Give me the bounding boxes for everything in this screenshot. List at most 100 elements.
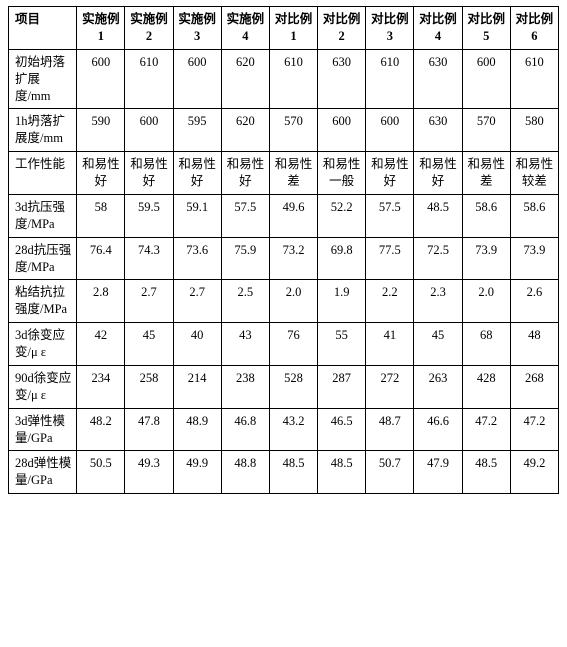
cell: 73.9	[462, 237, 510, 280]
cell: 595	[173, 109, 221, 152]
cell: 2.3	[414, 280, 462, 323]
cell: 600	[318, 109, 366, 152]
table-row: 28d弹性模量/GPa50.549.349.948.848.548.550.74…	[9, 451, 559, 494]
cell: 72.5	[414, 237, 462, 280]
cell: 600	[77, 49, 125, 109]
cell: 2.7	[173, 280, 221, 323]
cell: 49.6	[269, 194, 317, 237]
cell: 48.5	[414, 194, 462, 237]
cell: 263	[414, 365, 462, 408]
table-row: 1h坍落扩展度/mm590600595620570600600630570580	[9, 109, 559, 152]
cell: 50.5	[77, 451, 125, 494]
cell: 45	[414, 323, 462, 366]
cell: 69.8	[318, 237, 366, 280]
cell: 2.7	[125, 280, 173, 323]
col-duibi-2: 对比例2	[318, 7, 366, 50]
cell: 59.1	[173, 194, 221, 237]
row-label: 初始坍落扩展度/mm	[9, 49, 77, 109]
cell: 48.2	[77, 408, 125, 451]
cell: 和易性差	[269, 152, 317, 195]
col-shishi-4: 实施例4	[221, 7, 269, 50]
cell: 2.0	[269, 280, 317, 323]
table-header-row: 项目 实施例1 实施例2 实施例3 实施例4 对比例1 对比例2 对比例3 对比…	[9, 7, 559, 50]
cell: 268	[510, 365, 558, 408]
cell: 49.9	[173, 451, 221, 494]
cell: 428	[462, 365, 510, 408]
col-duibi-5: 对比例5	[462, 7, 510, 50]
row-label: 90d徐变应变/μ ε	[9, 365, 77, 408]
table-row: 3d徐变应变/μ ε42454043765541456848	[9, 323, 559, 366]
data-table: 项目 实施例1 实施例2 实施例3 实施例4 对比例1 对比例2 对比例3 对比…	[8, 6, 559, 494]
cell: 76	[269, 323, 317, 366]
cell: 73.9	[510, 237, 558, 280]
cell: 238	[221, 365, 269, 408]
cell: 77.5	[366, 237, 414, 280]
cell: 42	[77, 323, 125, 366]
cell: 48.9	[173, 408, 221, 451]
cell: 48.5	[269, 451, 317, 494]
col-duibi-1: 对比例1	[269, 7, 317, 50]
cell: 48.5	[462, 451, 510, 494]
cell: 和易性好	[414, 152, 462, 195]
cell: 2.0	[462, 280, 510, 323]
cell: 55	[318, 323, 366, 366]
row-label: 3d弹性模量/GPa	[9, 408, 77, 451]
col-shishi-1: 实施例1	[77, 7, 125, 50]
cell: 610	[366, 49, 414, 109]
cell: 214	[173, 365, 221, 408]
cell: 48.7	[366, 408, 414, 451]
row-label: 3d徐变应变/μ ε	[9, 323, 77, 366]
cell: 和易性一般	[318, 152, 366, 195]
cell: 600	[462, 49, 510, 109]
cell: 272	[366, 365, 414, 408]
cell: 630	[414, 109, 462, 152]
cell: 68	[462, 323, 510, 366]
cell: 和易性差	[462, 152, 510, 195]
cell: 610	[269, 49, 317, 109]
cell: 49.2	[510, 451, 558, 494]
table-row: 90d徐变应变/μ ε23425821423852828727226342826…	[9, 365, 559, 408]
cell: 75.9	[221, 237, 269, 280]
cell: 48	[510, 323, 558, 366]
cell: 46.6	[414, 408, 462, 451]
cell: 1.9	[318, 280, 366, 323]
col-duibi-3: 对比例3	[366, 7, 414, 50]
cell: 620	[221, 49, 269, 109]
cell: 49.3	[125, 451, 173, 494]
cell: 43	[221, 323, 269, 366]
cell: 46.5	[318, 408, 366, 451]
table-row: 粘结抗拉强度/MPa2.82.72.72.52.01.92.22.32.02.6	[9, 280, 559, 323]
cell: 610	[125, 49, 173, 109]
cell: 2.5	[221, 280, 269, 323]
cell: 600	[366, 109, 414, 152]
cell: 74.3	[125, 237, 173, 280]
cell: 2.8	[77, 280, 125, 323]
col-project: 项目	[9, 7, 77, 50]
cell: 47.2	[462, 408, 510, 451]
row-label: 工作性能	[9, 152, 77, 195]
cell: 46.8	[221, 408, 269, 451]
cell: 和易性好	[221, 152, 269, 195]
table-row: 工作性能和易性好和易性好和易性好和易性好和易性差和易性一般和易性好和易性好和易性…	[9, 152, 559, 195]
cell: 620	[221, 109, 269, 152]
cell: 580	[510, 109, 558, 152]
cell: 600	[125, 109, 173, 152]
cell: 57.5	[366, 194, 414, 237]
cell: 2.6	[510, 280, 558, 323]
cell: 58	[77, 194, 125, 237]
table-row: 初始坍落扩展度/mm600610600620610630610630600610	[9, 49, 559, 109]
row-label: 28d弹性模量/GPa	[9, 451, 77, 494]
cell: 45	[125, 323, 173, 366]
col-shishi-3: 实施例3	[173, 7, 221, 50]
cell: 和易性好	[173, 152, 221, 195]
row-label: 1h坍落扩展度/mm	[9, 109, 77, 152]
cell: 234	[77, 365, 125, 408]
cell: 和易性较差	[510, 152, 558, 195]
cell: 73.6	[173, 237, 221, 280]
row-label: 粘结抗拉强度/MPa	[9, 280, 77, 323]
cell: 57.5	[221, 194, 269, 237]
cell: 47.8	[125, 408, 173, 451]
col-duibi-6: 对比例6	[510, 7, 558, 50]
cell: 59.5	[125, 194, 173, 237]
cell: 43.2	[269, 408, 317, 451]
